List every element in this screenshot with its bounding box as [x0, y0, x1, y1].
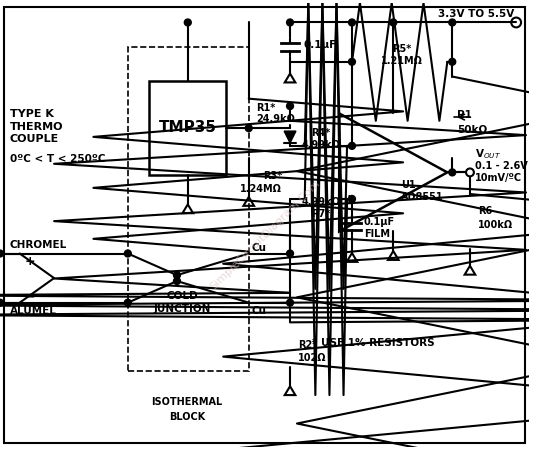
Text: +: + — [24, 254, 35, 267]
Text: TYPE K: TYPE K — [10, 109, 54, 119]
Circle shape — [349, 143, 356, 150]
Circle shape — [0, 299, 3, 306]
Text: ISOTHERMAL: ISOTHERMAL — [151, 396, 222, 406]
Circle shape — [449, 170, 456, 176]
Text: SimpleCircuitDiagram.Com: SimpleCircuitDiagram.Com — [209, 178, 322, 291]
Text: TMP35: TMP35 — [159, 120, 217, 134]
Circle shape — [466, 170, 473, 176]
Text: COLD: COLD — [166, 290, 197, 300]
Text: 100kΩ: 100kΩ — [478, 219, 513, 229]
Text: 3.3V TO 5.5V: 3.3V TO 5.5V — [438, 9, 514, 18]
Text: 0ºC < T < 250ºC: 0ºC < T < 250ºC — [10, 154, 105, 164]
Text: −: − — [344, 140, 355, 153]
Text: R1*: R1* — [257, 102, 276, 112]
Text: 0.1μF: 0.1μF — [304, 40, 337, 50]
Text: R7*: R7* — [312, 208, 331, 218]
Circle shape — [466, 169, 474, 177]
Circle shape — [287, 20, 293, 27]
Circle shape — [449, 59, 456, 66]
Circle shape — [124, 299, 131, 306]
Text: +: + — [344, 193, 355, 206]
Text: BLOCK: BLOCK — [169, 411, 205, 421]
Text: FILM: FILM — [364, 229, 390, 239]
Text: JUNCTION: JUNCTION — [153, 303, 210, 313]
Bar — [128, 48, 249, 372]
Circle shape — [349, 196, 356, 203]
Text: −: − — [24, 290, 35, 303]
Text: 50kΩ: 50kΩ — [457, 124, 487, 134]
Text: * USE 1% RESISTORS: * USE 1% RESISTORS — [312, 337, 435, 347]
Circle shape — [287, 299, 293, 306]
Circle shape — [245, 125, 252, 132]
Text: 0.1μF: 0.1μF — [364, 216, 395, 226]
Text: R2*: R2* — [298, 339, 317, 349]
Text: 4.99kΩ: 4.99kΩ — [302, 197, 341, 207]
Text: 10mV/ºC: 10mV/ºC — [475, 173, 522, 183]
Text: 102Ω: 102Ω — [298, 352, 327, 362]
Text: 0.1 - 2.6V: 0.1 - 2.6V — [475, 160, 528, 170]
Text: 24.9kΩ: 24.9kΩ — [257, 114, 295, 124]
Text: COUPLE: COUPLE — [10, 134, 59, 144]
Text: 1.24MΩ: 1.24MΩ — [240, 183, 282, 193]
Text: R5*: R5* — [393, 44, 412, 54]
Text: R4*: R4* — [312, 128, 331, 138]
Text: ALUMEL: ALUMEL — [10, 305, 56, 315]
Text: 1.21MΩ: 1.21MΩ — [381, 56, 423, 66]
Circle shape — [287, 103, 293, 110]
Circle shape — [287, 250, 293, 258]
Circle shape — [449, 20, 456, 27]
Text: CHROMEL: CHROMEL — [10, 239, 67, 249]
Bar — [150, 82, 226, 175]
Text: V$_{OUT}$: V$_{OUT}$ — [475, 147, 501, 160]
Circle shape — [0, 250, 3, 258]
Text: Cu: Cu — [252, 242, 267, 252]
Circle shape — [185, 20, 191, 27]
Circle shape — [124, 250, 131, 258]
Text: AD8551: AD8551 — [401, 192, 444, 202]
Text: P1: P1 — [457, 110, 472, 120]
Circle shape — [349, 20, 356, 27]
Circle shape — [390, 20, 397, 27]
Circle shape — [174, 272, 180, 279]
Polygon shape — [284, 132, 296, 143]
Text: 4.99kΩ: 4.99kΩ — [302, 139, 341, 150]
Text: R3*: R3* — [263, 170, 282, 180]
Text: R6: R6 — [478, 205, 492, 215]
Text: THERMO: THERMO — [10, 121, 63, 131]
Circle shape — [174, 278, 180, 285]
Text: U1: U1 — [401, 180, 416, 190]
Circle shape — [349, 59, 356, 66]
Text: Cu: Cu — [252, 305, 267, 315]
